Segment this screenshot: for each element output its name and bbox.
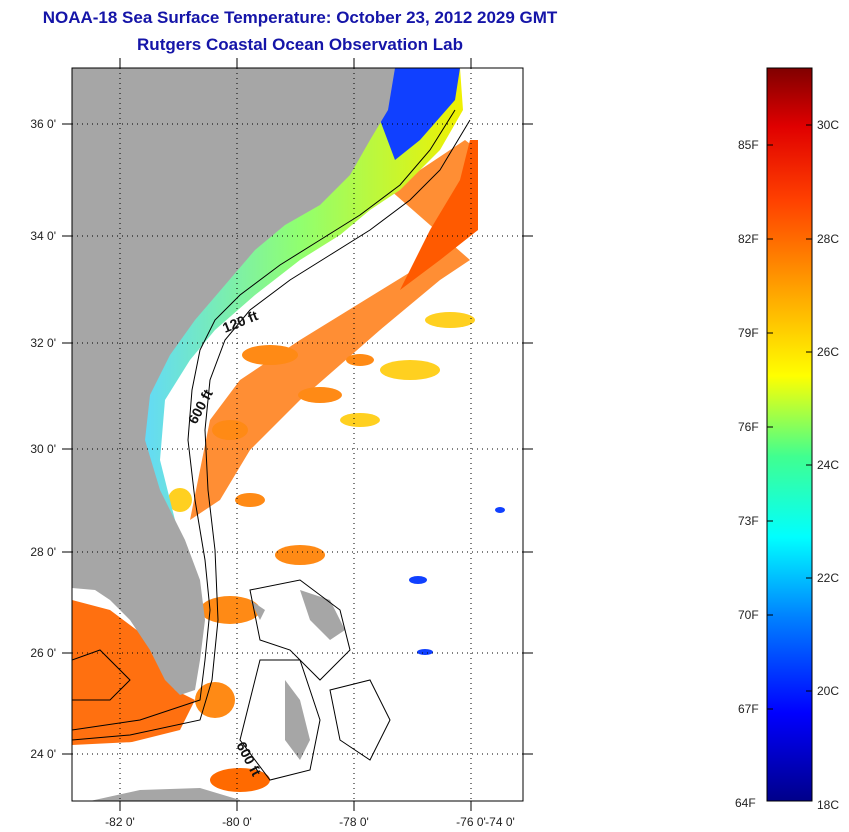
coastal-cool-water <box>135 68 463 540</box>
moderate-patches <box>168 312 475 512</box>
colorbar-label-82f: 82F <box>738 232 759 246</box>
gulf-stream-warm-water <box>190 140 478 520</box>
lon-label-82: -82 0' <box>105 815 135 829</box>
lat-label-36: 36 0' <box>30 117 56 131</box>
lon-label-78: -78 0' <box>339 815 369 829</box>
lat-label-30: 30 0' <box>30 442 56 456</box>
lat-label-26: 26 0' <box>30 646 56 660</box>
gulf-of-mexico-water <box>72 600 195 745</box>
map-subtitle: Rutgers Coastal Ocean Observation Lab <box>137 35 463 54</box>
colorbar-label-64f: 64F <box>735 796 756 810</box>
map-frame <box>71 67 524 802</box>
contour-bahamas-1 <box>249 579 351 681</box>
contour-bahamas-2 <box>239 659 321 781</box>
axis-ticks <box>62 58 533 811</box>
contour-120ft <box>72 109 456 731</box>
graticule <box>72 68 523 801</box>
land-cuba <box>90 788 240 801</box>
colorbar-label-24c: 24C <box>817 458 840 472</box>
lon-label-74: -74 0' <box>485 815 515 829</box>
lon-label-80: -80 0' <box>222 815 252 829</box>
colorbar-label-70f: 70F <box>738 608 759 622</box>
contour-600ft <box>72 119 471 741</box>
cold-northern-water <box>380 68 460 160</box>
colorbar-label-67f: 67F <box>738 702 759 716</box>
colorbar <box>766 67 813 802</box>
lat-label-28: 28 0' <box>30 545 56 559</box>
colorbar-label-20c: 20C <box>817 684 840 698</box>
contour-gulf <box>72 649 131 701</box>
southern-warm-patch <box>210 768 270 792</box>
gulf-stream-core <box>400 140 478 290</box>
colorbar-label-22c: 22C <box>817 571 840 585</box>
contour-bahamas-3 <box>329 679 391 761</box>
lon-label-76: -76 0' <box>456 815 486 829</box>
lat-label-24: 24 0' <box>30 747 56 761</box>
colorbar-label-79f: 79F <box>738 326 759 340</box>
colorbar-label-28c: 28C <box>817 232 840 246</box>
colorbar-label-76f: 76F <box>738 420 759 434</box>
south-no-data <box>72 740 240 801</box>
colorbar-label-18c: 18C <box>817 798 840 812</box>
lat-label-32: 32 0' <box>30 336 56 350</box>
colorbar-label-26c: 26C <box>817 345 840 359</box>
land-bahamas <box>250 590 345 760</box>
colorbar-label-30c: 30C <box>817 118 840 132</box>
colorbar-label-73f: 73F <box>738 514 759 528</box>
colorbar-ticks <box>767 124 812 710</box>
warm-patches <box>195 345 374 718</box>
map-title: NOAA-18 Sea Surface Temperature: October… <box>42 8 558 27</box>
lat-label-34: 34 0' <box>30 229 56 243</box>
cold-spots <box>409 507 505 655</box>
land-southeast-us <box>72 68 395 695</box>
colorbar-label-85f: 85F <box>738 138 759 152</box>
